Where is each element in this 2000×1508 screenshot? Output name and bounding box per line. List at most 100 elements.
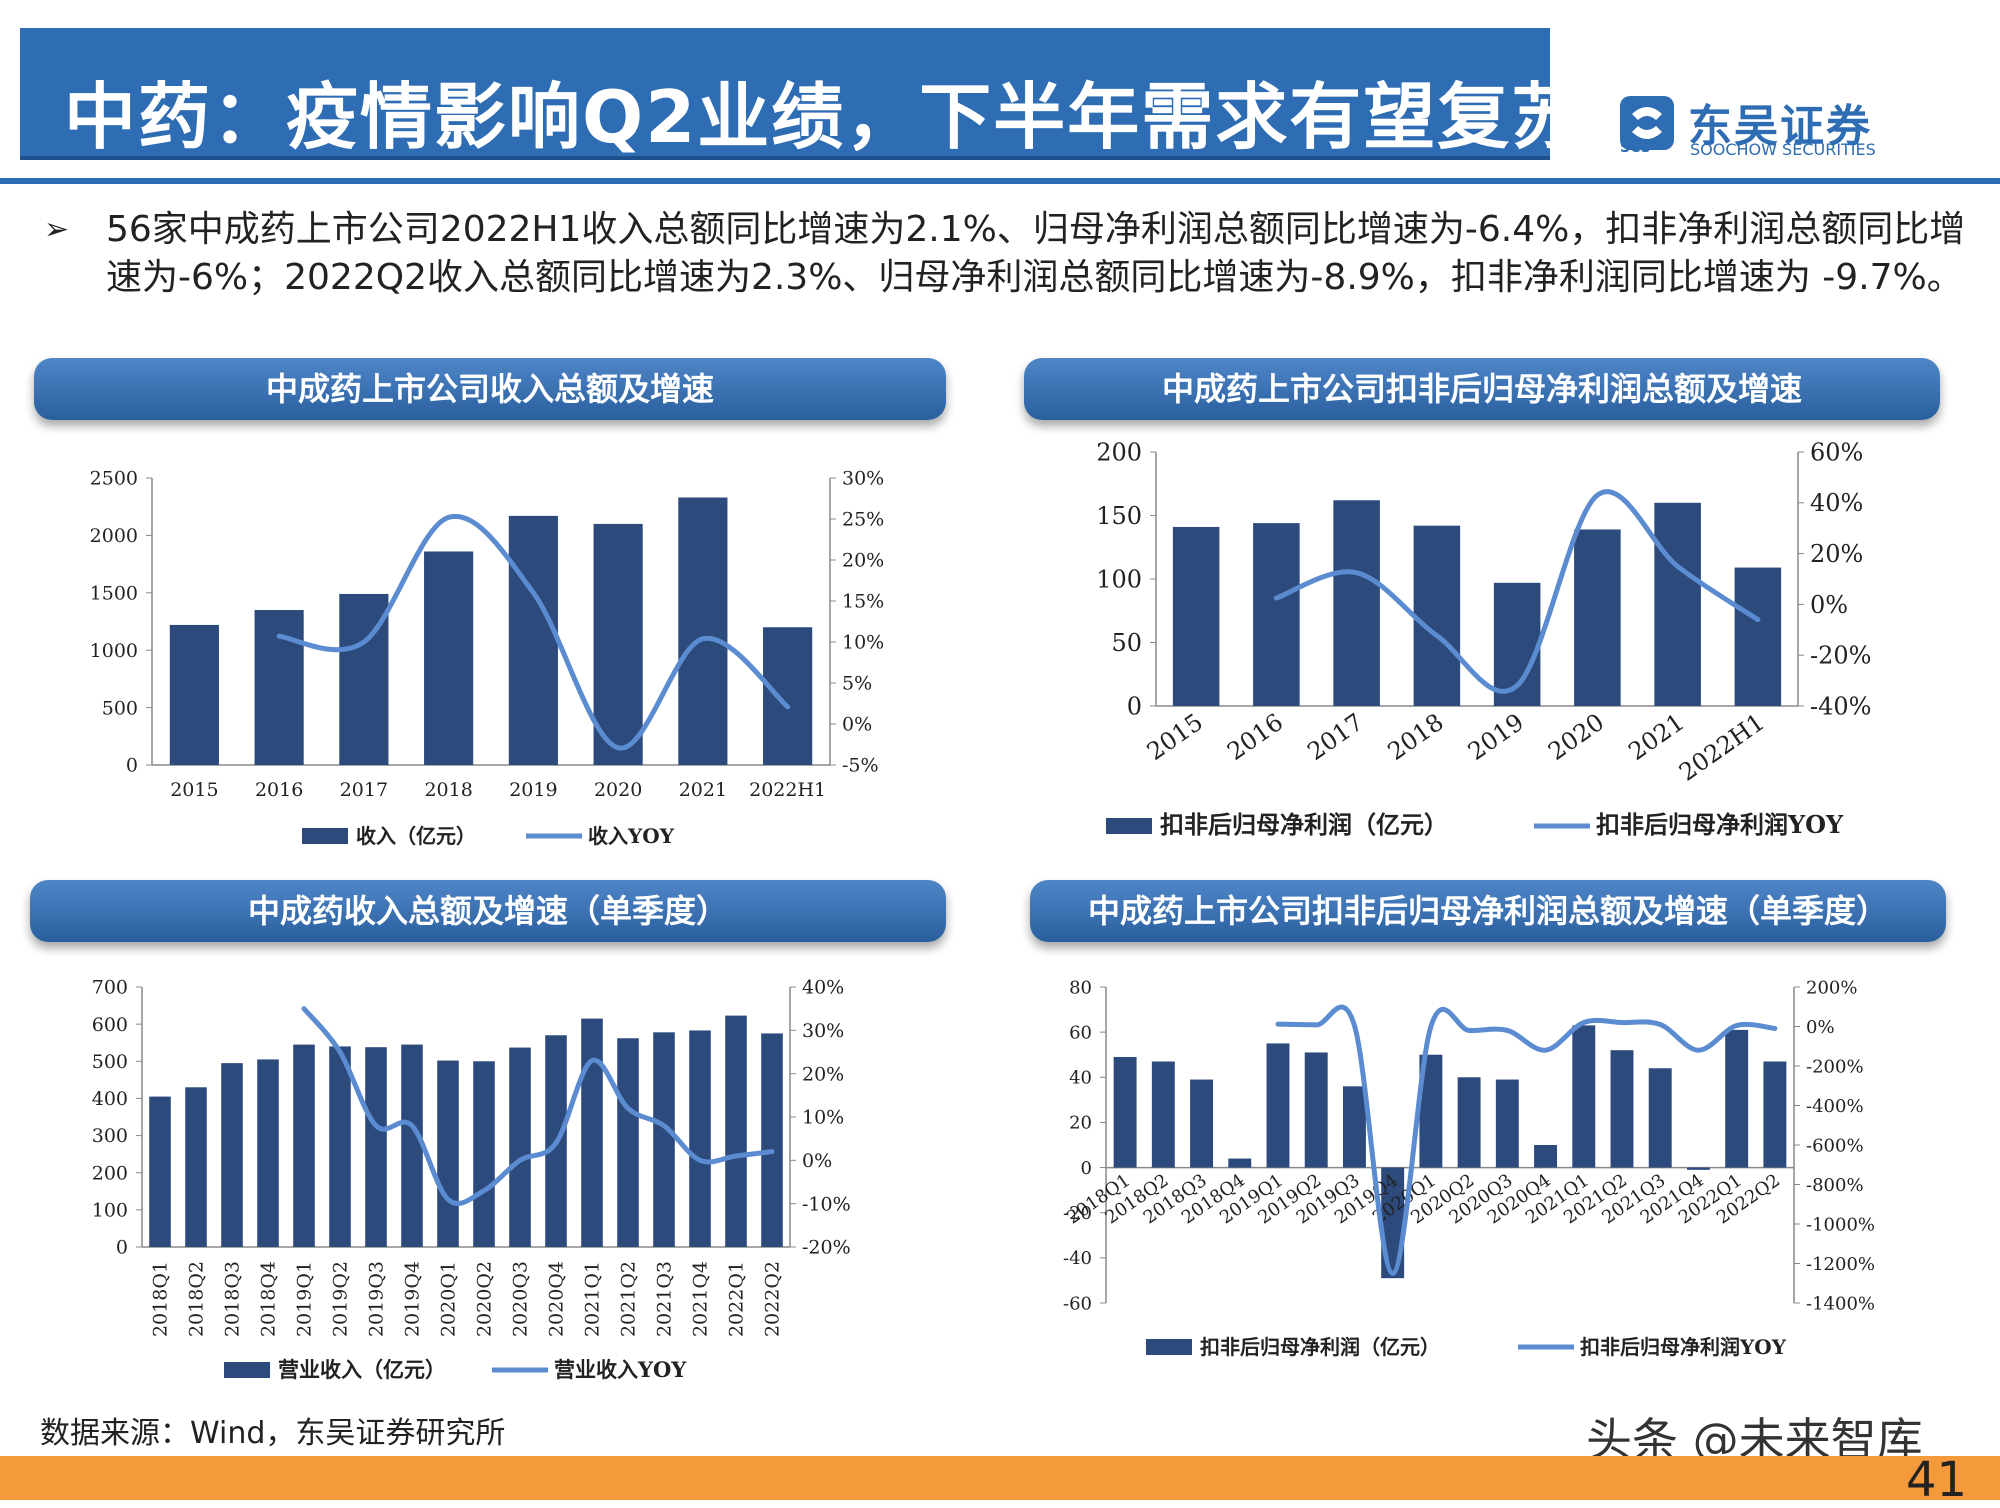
y2-tick-label: 0%	[1806, 1017, 1835, 1038]
chart-revenue-annual: 0 500 1000 1500 2000 2500 -5% 0% 5% 10% 15% 20% 25% 3…	[90, 468, 885, 848]
bar-2021Q4	[1686, 1167, 1710, 1170]
x-tick-label: 2018Q2	[186, 1261, 208, 1337]
bar-2022H1	[1734, 567, 1782, 706]
bar-2020	[593, 523, 643, 765]
x-tick-label: 2020Q2	[474, 1261, 496, 1337]
chart-3-title: 中成药收入总额及增速（单季度）	[30, 880, 946, 942]
x-tick-label: 2020	[594, 779, 642, 801]
y2-tick-label: 30%	[842, 468, 884, 490]
y-tick-label: 50	[1111, 629, 1142, 657]
x-tick-label: 2020	[1543, 708, 1609, 766]
bar-2021Q1	[581, 1018, 603, 1247]
x-tick-label: 2019Q2	[330, 1261, 352, 1337]
y2-tick-label: -20%	[802, 1237, 851, 1259]
y2-tick-label: -10%	[802, 1193, 851, 1215]
y-tick-label: -40	[1063, 1248, 1092, 1269]
x-tick-label: 2015	[1142, 708, 1208, 766]
legend-bar-label: 营业收入（亿元）	[278, 1357, 446, 1382]
y2-tick-label: -5%	[842, 755, 879, 777]
chart-profit-quarterly: -60 -40 -20 0 20 40 60 80 -1400% -1200% -1000% -800…	[1063, 977, 1875, 1359]
bar-2015	[169, 624, 219, 765]
chart-1-title: 中成药上市公司收入总额及增速	[34, 358, 946, 420]
logo-text-cn: 东吴证券	[1688, 101, 1872, 152]
company-logo: 东吴证券 SCS SOOCHOW SECURITIES	[1618, 90, 1898, 160]
x-tick-label: 2018	[424, 779, 472, 801]
y2-tick-label: -600%	[1806, 1135, 1864, 1156]
legend-line-label: 营业收入YOY	[554, 1357, 687, 1382]
bar-2019Q3	[1342, 1086, 1366, 1168]
footer-bar	[0, 1456, 2000, 1500]
x-tick-label: 2021Q4	[690, 1261, 712, 1337]
bar-2021Q4	[689, 1030, 711, 1247]
source-note: 数据来源：Wind，东吴证券研究所	[40, 1416, 506, 1451]
chart-2-title: 中成药上市公司扣非后归母净利润总额及增速	[1024, 358, 1940, 420]
bar-2020Q2	[1457, 1077, 1481, 1168]
y2-tick-label: 40%	[1810, 489, 1863, 517]
header-bar: 中药：疫情影响Q2业绩，下半年需求有望复苏	[20, 28, 1583, 160]
bar-2020Q4	[1534, 1145, 1558, 1168]
bar-2019	[508, 515, 558, 765]
y2-tick-label: -1400%	[1806, 1293, 1875, 1314]
y-tick-label: 1000	[90, 640, 138, 662]
legend-line-label: 扣非后归母净利润YOY	[1596, 810, 1844, 839]
bar-2015	[1172, 526, 1220, 706]
y-tick-label: 150	[1096, 502, 1142, 530]
x-tick-label: 2022Q1	[726, 1261, 748, 1337]
bar-2021Q2	[1610, 1050, 1634, 1168]
bar-2018	[1413, 525, 1461, 706]
page-number: 41	[1906, 1452, 1968, 1508]
y-tick-label: 200	[92, 1162, 128, 1184]
y2-tick-label: 200%	[1806, 977, 1857, 998]
legend-line-label: 扣非后归母净利润YOY	[1580, 1335, 1787, 1359]
bar-2020Q3	[1495, 1079, 1519, 1168]
x-tick-label: 2018Q3	[222, 1261, 244, 1337]
top-divider	[0, 178, 2000, 184]
y-tick-label: 2000	[90, 525, 138, 547]
y2-tick-label: 40%	[802, 977, 844, 999]
y-tick-label: 600	[92, 1014, 128, 1036]
x-tick-label: 2021Q3	[654, 1261, 676, 1337]
y2-tick-label: 60%	[1810, 438, 1863, 466]
bar-2019Q3	[365, 1047, 387, 1247]
legend-line-label: 收入YOY	[588, 824, 675, 848]
y2-tick-label: -1000%	[1806, 1214, 1875, 1235]
bar-2022Q1	[1725, 1029, 1749, 1168]
y2-tick-label: 20%	[1810, 540, 1863, 568]
bar-2022Q2	[1763, 1061, 1787, 1168]
y2-tick-label: 5%	[842, 673, 872, 695]
yoy-line	[1275, 1004, 1778, 1276]
y-tick-label: 1500	[90, 582, 138, 604]
y-tick-label: 0	[1127, 692, 1142, 720]
legend-bar-swatch	[302, 828, 348, 844]
y-tick-label: -20	[1063, 1203, 1092, 1224]
page-title: 中药：疫情影响Q2业绩，下半年需求有望复苏	[64, 75, 1586, 159]
y-tick-label: 500	[102, 697, 138, 719]
y-tick-label: 100	[92, 1200, 128, 1222]
logo-text-en: SOOCHOW SECURITIES	[1690, 140, 1876, 159]
y2-tick-label: 0%	[802, 1150, 832, 1172]
bar-2018Q1	[1113, 1056, 1137, 1168]
legend-bar-label: 收入（亿元）	[356, 824, 476, 848]
bar-2019Q1	[1266, 1043, 1290, 1168]
logo-abbr: SCS	[1620, 140, 1651, 156]
y-tick-label: 40	[1069, 1068, 1092, 1089]
legend-bar-swatch	[1146, 1339, 1192, 1355]
x-tick-label: 2016	[1222, 708, 1288, 766]
x-tick-label: 2020Q4	[546, 1261, 568, 1337]
bar-2020Q1	[437, 1060, 459, 1247]
bar-2016	[1253, 523, 1300, 706]
bar-2019Q2	[1304, 1052, 1328, 1168]
bar-2018Q3	[1190, 1079, 1214, 1168]
y-tick-label: 80	[1069, 977, 1092, 998]
x-tick-label: 2016	[255, 779, 303, 801]
bar-2021	[678, 497, 728, 765]
y2-tick-label: -40%	[1810, 692, 1871, 720]
x-tick-label: 2018	[1383, 708, 1449, 766]
x-tick-label: 2018Q4	[258, 1261, 280, 1337]
y-tick-label: 60	[1069, 1022, 1092, 1043]
bar-2020Q3	[509, 1047, 531, 1247]
y2-tick-label: 10%	[802, 1107, 844, 1129]
y-tick-label: -60	[1063, 1293, 1092, 1314]
y2-tick-label: 25%	[842, 509, 884, 531]
y-tick-label: 2500	[90, 468, 138, 490]
